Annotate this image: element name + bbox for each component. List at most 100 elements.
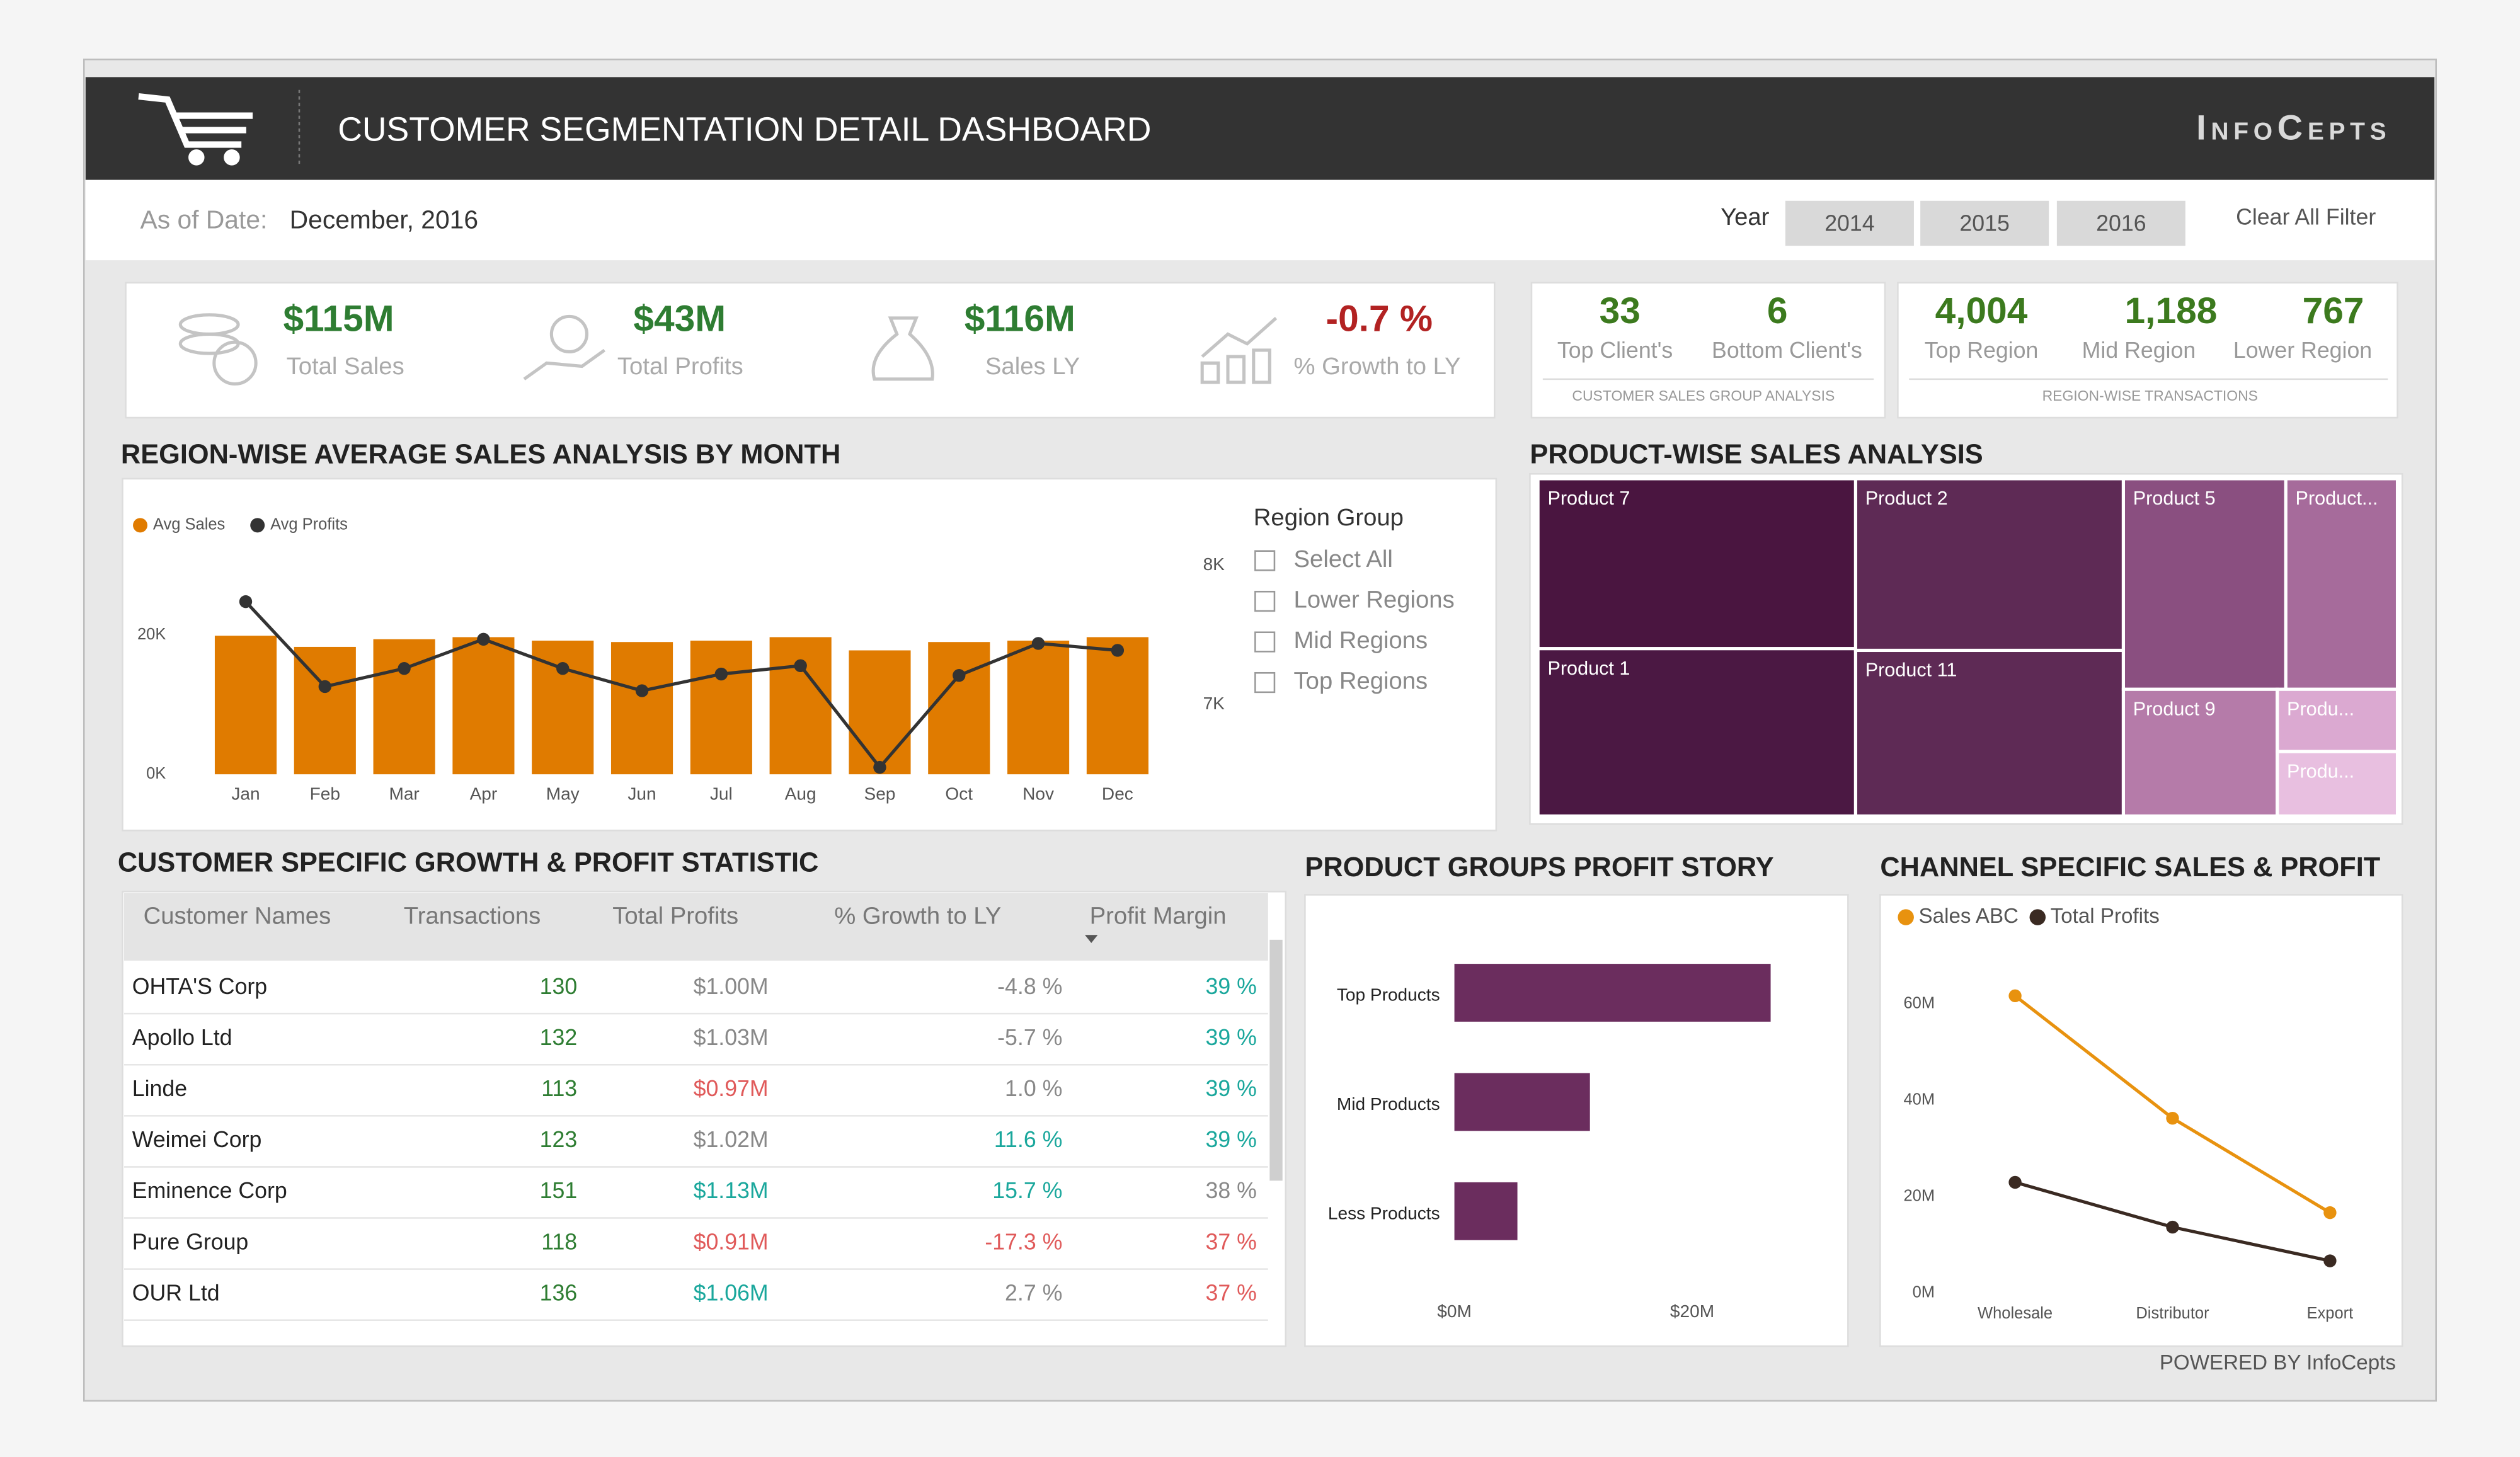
cart-wheel bbox=[224, 149, 240, 166]
kpi-icons bbox=[178, 313, 1278, 386]
x-tick-label: Wholesale bbox=[1978, 1305, 2053, 1322]
as-of-value: December, 2016 bbox=[290, 205, 478, 234]
section-title: REGION-WISE AVERAGE SALES ANALYSIS BY MO… bbox=[121, 440, 840, 470]
table-cell: 11.6 % bbox=[994, 1127, 1062, 1152]
checkbox[interactable] bbox=[1254, 631, 1276, 653]
line bbox=[244, 600, 1118, 770]
dashboard-title: CUSTOMER SEGMENTATION DETAIL DASHBOARD bbox=[338, 111, 1151, 148]
money-bag-icon bbox=[871, 316, 934, 381]
header-bar bbox=[85, 77, 2435, 180]
table-cell: 39 % bbox=[1206, 974, 1257, 999]
count-label: Top Region bbox=[1925, 338, 2039, 363]
cart-wheel bbox=[188, 149, 205, 166]
section-title: CHANNEL SPECIFIC SALES & PROFIT bbox=[1880, 852, 2380, 883]
line-point bbox=[2008, 1175, 2022, 1189]
table-cell: Apollo Ltd bbox=[132, 1025, 232, 1050]
table-cell: 37 % bbox=[1206, 1280, 1257, 1305]
bar bbox=[849, 650, 911, 775]
x-tick-label: Nov bbox=[1022, 784, 1054, 804]
bar bbox=[1454, 1073, 1590, 1131]
bar bbox=[452, 637, 515, 775]
line-point bbox=[635, 684, 649, 697]
x-tick-label: Mar bbox=[389, 784, 419, 804]
table-cell: 39 % bbox=[1206, 1076, 1257, 1101]
count-label: Top Client's bbox=[1557, 338, 1673, 363]
x-tick-label: $20M bbox=[1670, 1301, 1714, 1321]
treemap-label: Product 2 bbox=[1865, 488, 1948, 509]
line-point bbox=[953, 669, 966, 682]
table-cell: OHTA'S Corp bbox=[132, 974, 267, 999]
table-cell: Weimei Corp bbox=[132, 1127, 262, 1152]
kpi-value: -0.7 % bbox=[1326, 299, 1433, 340]
section-title: PRODUCT GROUPS PROFIT STORY bbox=[1305, 852, 1773, 883]
x-tick-label: $0M bbox=[1437, 1301, 1472, 1321]
scrollbar[interactable] bbox=[1269, 939, 1283, 1181]
growth-icon bbox=[1201, 317, 1278, 358]
table-cell: 39 % bbox=[1206, 1025, 1257, 1050]
table-cell: OUR Ltd bbox=[132, 1280, 220, 1305]
table-cell: $1.06M bbox=[694, 1280, 769, 1305]
channel-panel bbox=[1879, 894, 2403, 1347]
treemap-label: Produ... bbox=[2287, 760, 2354, 782]
bar bbox=[610, 642, 673, 775]
cart-icon bbox=[138, 93, 253, 166]
treemap-label: Product... bbox=[2296, 488, 2378, 509]
clear-filter[interactable]: Clear All Filter bbox=[2236, 204, 2376, 229]
legend-swatch bbox=[2029, 909, 2046, 925]
table-cell: $1.02M bbox=[694, 1127, 769, 1152]
bar bbox=[1454, 1182, 1518, 1240]
table-cell: 39 % bbox=[1206, 1127, 1257, 1152]
table-cell: -17.3 % bbox=[985, 1229, 1062, 1254]
table-cell: 123 bbox=[540, 1127, 578, 1152]
table-cell: $0.97M bbox=[694, 1076, 769, 1101]
line-point bbox=[398, 662, 411, 675]
y-tick-label: Mid Products bbox=[1337, 1094, 1440, 1114]
year-button[interactable] bbox=[2056, 200, 2185, 246]
checkbox[interactable] bbox=[1254, 671, 1276, 694]
sort-arrow bbox=[1085, 935, 1098, 943]
treemap-cell bbox=[1536, 477, 1857, 651]
x-tick-label: Distributor bbox=[2136, 1305, 2209, 1322]
line-point bbox=[556, 662, 570, 675]
x-tick-label: Dec bbox=[1102, 784, 1133, 804]
year-button[interactable] bbox=[1920, 200, 2049, 246]
table-header-bg bbox=[124, 893, 1268, 961]
y-tick-label: Top Products bbox=[1337, 985, 1440, 1005]
year-button[interactable] bbox=[1785, 200, 1914, 246]
table-cell: $1.00M bbox=[694, 974, 769, 999]
table-cell: 1.0 % bbox=[1005, 1076, 1062, 1101]
bar bbox=[769, 637, 832, 775]
line-point bbox=[239, 595, 253, 609]
treemap-cell bbox=[1536, 647, 1857, 818]
table-cell: $1.13M bbox=[694, 1178, 769, 1203]
slicer-option: Select All bbox=[1294, 546, 1393, 573]
x-tick-label: May bbox=[546, 784, 580, 804]
slicer-option: Mid Regions bbox=[1294, 627, 1428, 654]
x-tick-label: Oct bbox=[945, 784, 973, 804]
treemap-cell bbox=[2276, 687, 2400, 753]
coin-icon bbox=[212, 340, 258, 386]
customer-count-panel bbox=[1530, 282, 1886, 419]
kpi-value: $115M bbox=[283, 299, 394, 340]
checkbox[interactable] bbox=[1254, 550, 1276, 571]
bar bbox=[1454, 964, 1771, 1022]
x-tick-label: Jul bbox=[710, 784, 733, 804]
treemap-cell bbox=[1853, 477, 2125, 653]
table-cell: Pure Group bbox=[132, 1229, 248, 1254]
table-cell: 151 bbox=[540, 1178, 578, 1203]
slicer-title: Region Group bbox=[1254, 504, 1404, 531]
treemap-label: Produ... bbox=[2287, 699, 2354, 720]
y-tick-label: 60M bbox=[1903, 995, 1935, 1012]
y-tick-label: 20K bbox=[137, 626, 166, 643]
table-cell: -5.7 % bbox=[997, 1025, 1062, 1050]
x-tick-label: Feb bbox=[310, 784, 340, 804]
column-header: Transactions bbox=[404, 902, 541, 929]
bar bbox=[214, 636, 277, 775]
checkbox[interactable] bbox=[1254, 590, 1276, 612]
treemap-label: Product 7 bbox=[1547, 488, 1630, 509]
treemap-cell bbox=[2284, 477, 2400, 691]
kpi-value: $43M bbox=[633, 299, 726, 340]
table-cell: 113 bbox=[541, 1076, 577, 1101]
table-panel bbox=[122, 891, 1287, 1347]
